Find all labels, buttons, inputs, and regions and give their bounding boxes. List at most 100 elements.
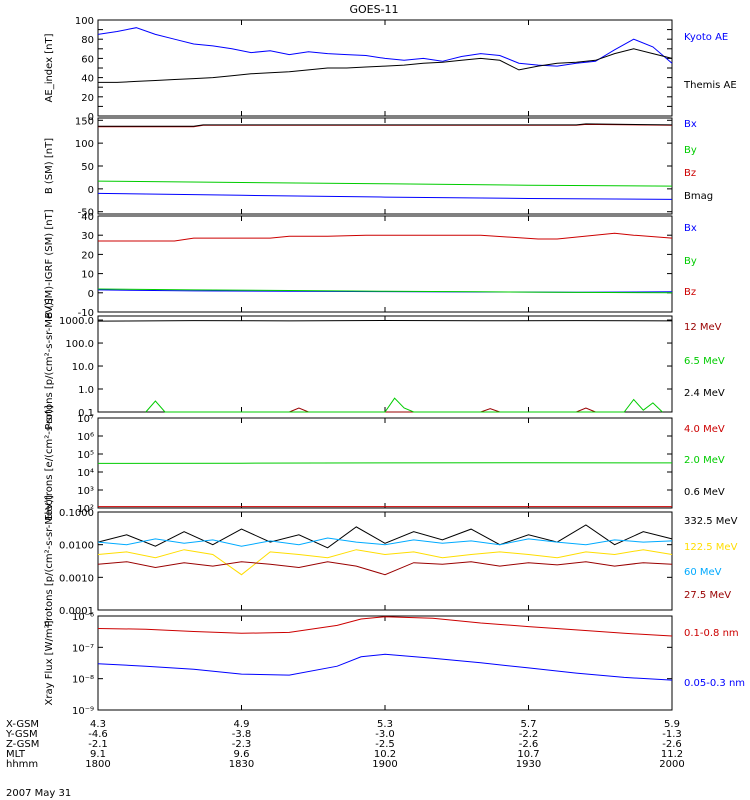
x-axis-value: -3.0: [375, 729, 395, 740]
series-line-themis-ae: [98, 48, 673, 83]
y-tick-label: 0.1: [78, 408, 94, 419]
panel-5: 10² 10³ 10⁴ 10⁵ 10⁶ 10⁷ Electrons [e/(cm²-s-sr…: [44, 405, 725, 521]
y-tick-label: 10.0: [72, 362, 94, 373]
series-line-2-4-mev: [97, 319, 673, 322]
legend-entry: 332.5 MeV: [684, 516, 738, 527]
legend-entry: Bz: [684, 287, 696, 298]
x-axis-value: 9.6: [234, 749, 250, 760]
y-tick-label: 10²: [77, 504, 94, 515]
legend-entry: 2.0 MeV: [684, 455, 725, 466]
legend-entry: Kyoto AE: [684, 32, 728, 43]
x-axis-row-label: MLT: [6, 749, 26, 760]
y-tick-label: 30: [81, 231, 94, 242]
panel-frame: [97, 19, 673, 117]
panel-1: 0 20 40 60 80 100 AE_index [nT] Kyoto AE Themis …: [44, 16, 737, 123]
legend-entry: By: [684, 145, 697, 156]
x-axis-row-label: X-GSM: [6, 719, 39, 730]
y-tick-label: 60: [81, 54, 94, 65]
y-tick-label: 10⁵: [77, 450, 94, 461]
panel-frame: [97, 117, 673, 215]
x-axis-value: 11.2: [661, 749, 683, 760]
x-axis-value: 1930: [516, 759, 541, 770]
series-line-0-05-0-3-nm: [97, 653, 673, 681]
legend-entry: Bx: [684, 223, 697, 234]
x-axis-value: 1800: [85, 759, 110, 770]
series-line-0-1-0-8-nm: [97, 616, 673, 637]
date-label: 2007 May 31: [6, 788, 71, 799]
y-tick-label: 100: [75, 139, 94, 150]
x-axis-value: -2.2: [519, 729, 539, 740]
y-axis-label: Protons [p/(cm²-s-sr-MeV)]: [44, 495, 55, 627]
y-axis-label: B (SM)-IGRF (SM) [nT]: [44, 209, 55, 318]
series-line-122-5-mev: [97, 549, 673, 576]
y-tick-label: 10⁷: [77, 414, 94, 425]
x-axis-value: -1.3: [662, 729, 682, 740]
series-line-by: [97, 180, 673, 187]
panel-frame: [97, 315, 673, 413]
y-axis-label: Xray Flux [W/m²]: [44, 620, 55, 705]
legend-entry: 0.05-0.3 nm: [684, 678, 745, 689]
y-axis-label: B (SM) [nT]: [44, 138, 55, 194]
y-axis-label: Protons [p/(cm²-s-sr-MeV)]: [44, 298, 55, 430]
y-tick-label: 40: [81, 212, 94, 223]
y-tick-label: 80: [81, 35, 94, 46]
x-axis-value: 4.9: [234, 719, 250, 730]
series-line-6-5-mev: [145, 397, 663, 413]
y-tick-label: 10⁴: [77, 468, 94, 479]
x-axis-row-label: hhmm: [6, 759, 38, 770]
series-line-2-0-mev: [97, 462, 673, 464]
x-axis-value: -3.8: [232, 729, 252, 740]
series-line-332-5-mev: [97, 524, 673, 549]
x-axis-value: -2.1: [88, 739, 108, 750]
series-line-by: [97, 288, 673, 294]
y-tick-label: 10³: [77, 486, 94, 497]
legend-entry: Bmag: [684, 191, 713, 202]
x-axis-value: -2.6: [662, 739, 682, 750]
panel-4: 0.1 1.0 10.0 100.0 1000.0 Protons [p/(cm²-s-s…: [44, 298, 725, 430]
y-tick-label: 150: [75, 116, 94, 127]
series-line-kyoto-ae: [97, 27, 673, 67]
legend-entry: Bx: [684, 119, 697, 130]
y-tick-label: 1000.0: [59, 316, 94, 327]
panel-frame: [97, 215, 673, 313]
legend-entry: By: [684, 256, 697, 267]
x-axis-row-label: Z-GSM: [6, 739, 39, 750]
legend-entry: 122.5 MeV: [684, 542, 738, 553]
y-tick-label: 20: [81, 93, 94, 104]
y-tick-label: -50: [78, 208, 94, 219]
x-axis-value: 1900: [372, 759, 397, 770]
y-tick-label: 100.0: [65, 339, 94, 350]
series-line-12-mev: [289, 407, 596, 413]
panel-6: 0.0001 0.0010 0.0100 0.1000 Protons [p/(cm²-…: [44, 495, 738, 627]
x-axis-value: -4.6: [88, 729, 108, 740]
panel-7: 10⁻⁹ 10⁻⁸ 10⁻⁷ 10⁻⁶ Xray Flux [W/m²] 0.1-0.8 …: [44, 612, 745, 717]
legend-entry: 60 MeV: [684, 567, 722, 578]
y-tick-label: 10⁻⁸: [72, 675, 94, 686]
y-tick-label: 10⁶: [77, 432, 94, 443]
legend-entry: 4.0 MeV: [684, 424, 725, 435]
y-tick-label: 0: [88, 185, 94, 196]
y-tick-label: -10: [78, 308, 94, 319]
legend-entry: Bz: [684, 168, 696, 179]
legend-entry: 2.4 MeV: [684, 388, 725, 399]
legend-entry: 27.5 MeV: [684, 590, 731, 601]
x-axis-value: 4.3: [90, 719, 106, 730]
figure-title: GOES-11: [349, 3, 398, 16]
y-tick-label: 20: [81, 250, 94, 261]
series-line-bx: [97, 192, 673, 200]
x-axis-value: 10.2: [374, 749, 396, 760]
panel-3: -10 0 10 20 30 40 B (SM)-IGRF (SM) [nT] Bx By Bz: [44, 209, 697, 319]
x-axis-value: -2.3: [232, 739, 252, 750]
x-axis-value: 5.9: [664, 719, 680, 730]
x-axis-value: 10.7: [517, 749, 539, 760]
y-tick-label: 100: [75, 16, 94, 27]
y-tick-label: 10⁻⁷: [72, 643, 94, 654]
y-tick-label: 0.0010: [59, 573, 94, 584]
y-tick-label: 50: [81, 162, 94, 173]
series-line-27-5-mev: [97, 561, 673, 576]
x-axis-value: 1830: [229, 759, 254, 770]
y-axis-label: AE_index [nT]: [44, 33, 55, 102]
y-tick-label: 40: [81, 74, 94, 85]
legend-entry: 0.1-0.8 nm: [684, 628, 739, 639]
y-tick-label: 10: [81, 270, 94, 281]
